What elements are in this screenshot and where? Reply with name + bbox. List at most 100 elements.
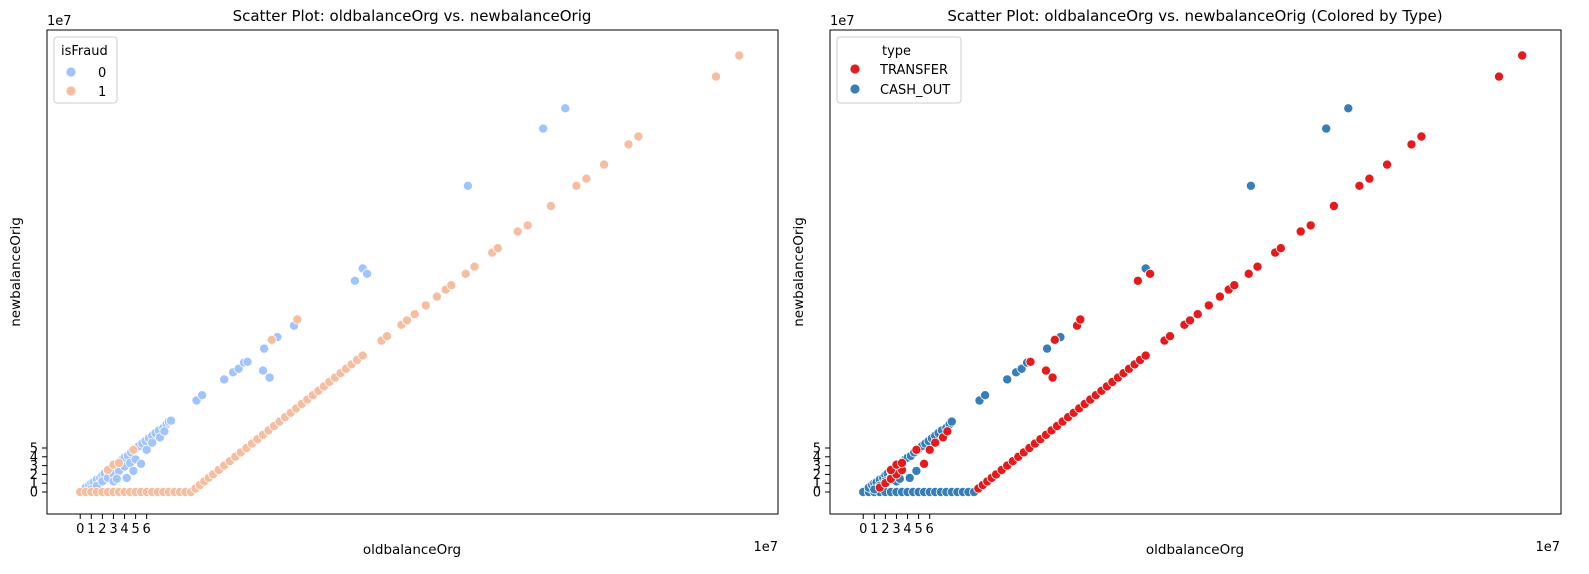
scatter-point xyxy=(1165,331,1176,342)
x-tick-label: 4 xyxy=(120,522,128,537)
y-offset-label: 1e7 xyxy=(830,14,855,29)
scatter-point xyxy=(159,426,170,437)
scatter-points xyxy=(75,50,745,497)
scatter-point xyxy=(1517,50,1528,61)
scatter-point xyxy=(1364,173,1375,184)
scatter-point xyxy=(128,444,139,455)
scatter-point xyxy=(431,291,442,302)
scatter-point xyxy=(266,334,277,345)
plot-area-frame xyxy=(829,29,1562,515)
x-tick-label: 6 xyxy=(926,522,934,537)
scatter-point xyxy=(633,131,644,142)
scatter-point xyxy=(581,173,592,184)
scatter-point xyxy=(980,390,991,401)
x-tick-label: 3 xyxy=(892,522,900,537)
scatter-point xyxy=(446,280,457,291)
x-offset-label: 1e7 xyxy=(753,540,778,555)
x-axis-label: oldbalanceOrg xyxy=(1146,542,1244,558)
scatter-point xyxy=(1252,261,1263,272)
scatter-point xyxy=(1214,291,1225,302)
scatter-point xyxy=(711,71,722,82)
scatter-point xyxy=(599,159,610,170)
scatter-point xyxy=(1321,123,1332,134)
scatter-point xyxy=(1416,131,1427,142)
scatter-point xyxy=(1049,334,1060,345)
y-axis-label: newbalanceOrig xyxy=(791,217,807,327)
x-tick-label: 2 xyxy=(881,522,889,537)
scatter-point xyxy=(1041,365,1052,376)
y-tick-label: 3 xyxy=(813,459,821,474)
scatter-point xyxy=(114,457,125,468)
legend-label-1: CASH_OUT xyxy=(880,83,950,98)
scatter-point xyxy=(924,444,935,455)
y-offset-label: 1e7 xyxy=(47,14,72,29)
scatter-point xyxy=(147,437,158,448)
scatter-point xyxy=(1243,268,1254,279)
scatter-point xyxy=(512,226,523,237)
y-tick-label: 5 xyxy=(30,442,38,457)
legend: isFraud 0 1 xyxy=(53,36,118,104)
scatter-point xyxy=(492,243,503,254)
legend-marker-0 xyxy=(849,63,861,75)
legend-marker-1 xyxy=(65,85,77,97)
y-tick-label: 3 xyxy=(30,459,38,474)
scatter-point xyxy=(946,416,957,427)
chart-title: Scatter Plot: oldbalanceOrg vs. newbalan… xyxy=(233,7,592,25)
scatter-point xyxy=(1002,374,1013,385)
scatter-point xyxy=(734,50,745,61)
legend-label-1: 1 xyxy=(98,85,106,100)
scatter-point xyxy=(1145,268,1156,279)
scatter-point xyxy=(1132,275,1143,286)
scatter-point xyxy=(904,472,915,483)
scatter-panel-is-fraud: Scatter Plot: oldbalanceOrg vs. newbalan… xyxy=(8,7,779,558)
x-tick-label: 5 xyxy=(914,522,922,537)
y-tick-label: 5 xyxy=(813,442,821,457)
scatter-point xyxy=(930,437,941,448)
scatter-point xyxy=(292,314,303,325)
scatter-point xyxy=(1295,226,1306,237)
y-tick-label: 2 xyxy=(30,468,38,483)
x-tick-label: 1 xyxy=(87,522,95,537)
x-tick-label: 6 xyxy=(143,522,151,537)
scatter-point xyxy=(257,365,268,376)
scatter-point xyxy=(1343,103,1354,114)
scatter-point xyxy=(545,200,556,211)
scatter-point xyxy=(381,331,392,342)
y-tick-label: 2 xyxy=(813,468,821,483)
scatter-point xyxy=(349,275,360,286)
scatter-point xyxy=(897,457,908,468)
scatter-point xyxy=(1140,350,1151,361)
scatter-point xyxy=(1406,139,1417,150)
y-tick-label: 1 xyxy=(30,477,38,492)
x-tick-label: 4 xyxy=(903,522,911,537)
x-tick-label: 1 xyxy=(870,522,878,537)
scatter-point xyxy=(911,444,922,455)
scatter-point xyxy=(1382,159,1393,170)
scatter-point xyxy=(1016,363,1027,374)
scatter-point xyxy=(560,103,571,114)
scatter-point xyxy=(420,300,431,311)
scatter-point xyxy=(538,123,549,134)
legend-label-0: TRANSFER xyxy=(879,63,948,78)
legend: type TRANSFER CASH_OUT xyxy=(836,36,962,104)
scatter-point xyxy=(1494,71,1505,82)
scatter-point xyxy=(1245,180,1256,191)
scatter-point xyxy=(121,472,132,483)
x-tick-label: 0 xyxy=(76,522,84,537)
x-tick-label: 2 xyxy=(98,522,106,537)
scatter-point xyxy=(623,139,634,150)
scatter-point xyxy=(942,426,953,437)
scatter-point xyxy=(1354,180,1365,191)
scatter-point xyxy=(1229,280,1240,291)
scatter-point xyxy=(1203,300,1214,311)
scatter-point xyxy=(1305,220,1316,231)
scatter-point xyxy=(136,458,147,469)
y-axis-label: newbalanceOrig xyxy=(8,217,24,327)
x-tick-label: 3 xyxy=(109,522,117,537)
x-axis-label: oldbalanceOrg xyxy=(363,542,461,558)
scatter-point xyxy=(165,415,176,426)
